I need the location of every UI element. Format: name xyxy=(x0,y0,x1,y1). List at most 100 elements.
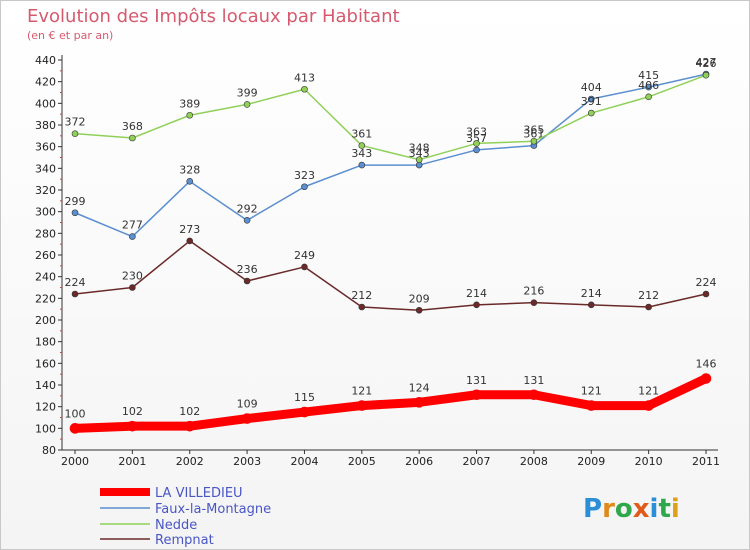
data-point xyxy=(587,109,595,117)
data-point xyxy=(587,95,595,103)
data-point xyxy=(129,284,136,291)
data-point xyxy=(186,237,194,245)
data-label: 224 xyxy=(696,276,717,289)
data-point xyxy=(243,277,251,285)
y-tick-label: 220 xyxy=(35,292,56,305)
data-label: 131 xyxy=(466,374,487,387)
data-label: 415 xyxy=(638,69,659,82)
series-line-nedde xyxy=(74,74,707,161)
data-point xyxy=(473,146,480,154)
x-tick-label: 2010 xyxy=(635,455,663,468)
data-label: 365 xyxy=(523,123,544,136)
data-label: 399 xyxy=(237,86,258,99)
y-tick-label: 140 xyxy=(35,379,56,392)
data-point xyxy=(71,290,79,298)
data-point xyxy=(413,397,425,408)
y-tick-label: 300 xyxy=(35,206,56,219)
data-label: 404 xyxy=(581,81,602,94)
data-point xyxy=(301,85,308,93)
data-label: 224 xyxy=(65,276,86,289)
data-label: 214 xyxy=(581,287,602,300)
data-point xyxy=(530,299,538,306)
x-tick-label: 2005 xyxy=(348,455,376,468)
data-point xyxy=(129,134,136,142)
legend-label: LA VILLEDIEU xyxy=(155,486,243,501)
data-label: 372 xyxy=(65,116,86,129)
x-tick-label: 2006 xyxy=(405,455,433,468)
data-label: 212 xyxy=(638,289,659,302)
data-point xyxy=(585,400,597,411)
data-point xyxy=(702,71,710,79)
data-label: 391 xyxy=(581,95,602,108)
data-point xyxy=(700,373,712,384)
data-label: 214 xyxy=(466,287,487,300)
data-point xyxy=(129,233,136,240)
data-point xyxy=(243,217,251,224)
data-label: 102 xyxy=(179,405,200,418)
x-tick-label: 2009 xyxy=(577,455,605,468)
data-point xyxy=(645,303,652,311)
chart-subtitle: (en € et par an) xyxy=(27,29,113,42)
y-tick-label: 180 xyxy=(35,336,56,349)
y-tick-label: 260 xyxy=(35,249,56,262)
chart-title: Evolution des Impôts locaux par Habitant xyxy=(27,6,400,27)
data-point xyxy=(186,178,194,185)
y-tick-label: 340 xyxy=(35,162,56,175)
data-label: 212 xyxy=(351,289,372,302)
data-label: 109 xyxy=(237,398,258,411)
data-label: 115 xyxy=(294,391,315,404)
y-tick-label: 420 xyxy=(35,76,56,89)
x-tick-label: 2007 xyxy=(463,455,491,468)
data-point xyxy=(301,183,308,191)
data-label: 389 xyxy=(179,97,200,110)
data-label: 406 xyxy=(638,79,659,92)
data-point xyxy=(243,101,251,108)
data-label: 102 xyxy=(122,405,143,418)
data-point xyxy=(415,306,423,314)
data-label: 230 xyxy=(122,270,143,283)
data-point xyxy=(645,83,652,91)
data-point xyxy=(471,389,482,401)
data-label: 249 xyxy=(294,249,315,262)
data-point xyxy=(415,161,423,169)
data-label: 368 xyxy=(122,120,143,133)
data-label: 427 xyxy=(696,56,717,69)
data-point xyxy=(358,142,366,149)
data-label: 121 xyxy=(638,385,659,398)
data-point xyxy=(358,303,366,311)
data-point xyxy=(299,406,310,418)
y-tick-label: 280 xyxy=(35,227,56,240)
x-tick-label: 2011 xyxy=(692,455,720,468)
data-label: 343 xyxy=(409,147,430,160)
data-point xyxy=(186,111,194,119)
data-label: 277 xyxy=(122,219,143,232)
y-tick-label: 380 xyxy=(35,119,56,132)
data-label: 121 xyxy=(581,385,602,398)
data-point xyxy=(127,420,138,432)
data-point xyxy=(473,301,480,309)
data-point xyxy=(587,301,595,309)
data-label: 343 xyxy=(351,147,372,160)
y-tick-label: 200 xyxy=(35,314,56,327)
data-point xyxy=(528,389,540,401)
y-tick-label: 80 xyxy=(42,444,56,457)
legend-label: Nedde xyxy=(155,518,197,533)
data-label: 273 xyxy=(179,223,200,236)
y-tick-label: 240 xyxy=(35,271,56,284)
y-tick-label: 320 xyxy=(35,184,56,197)
data-label: 357 xyxy=(466,132,487,145)
series-line-rempnat xyxy=(74,240,707,311)
x-tick-label: 2008 xyxy=(520,455,548,468)
data-label: 121 xyxy=(351,385,372,398)
x-tick-label: 2002 xyxy=(176,455,204,468)
data-point xyxy=(643,400,654,411)
data-label: 292 xyxy=(237,202,258,215)
x-tick-label: 2004 xyxy=(290,455,318,468)
y-tick-label: 100 xyxy=(35,422,56,435)
y-tick-label: 400 xyxy=(35,97,56,110)
data-point xyxy=(645,93,652,101)
data-point xyxy=(702,290,710,298)
data-label: 124 xyxy=(409,381,430,394)
data-point xyxy=(184,420,196,432)
